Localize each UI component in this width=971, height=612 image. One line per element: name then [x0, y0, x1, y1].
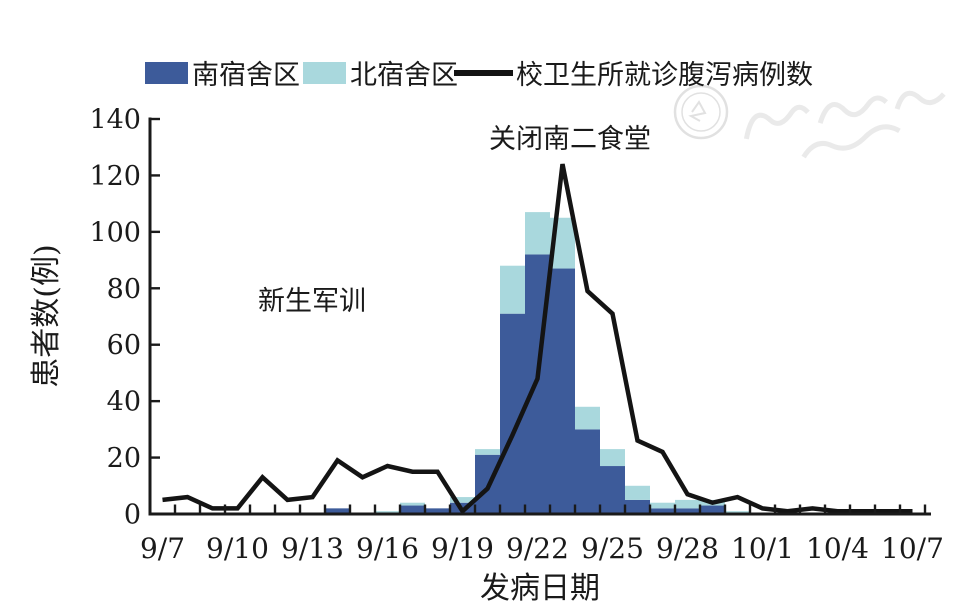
- x-tick-label-10/4: 10/4: [806, 532, 869, 565]
- bar-north-9/22: [525, 212, 550, 255]
- bar-south-9/25: [600, 466, 625, 514]
- x-tick-label-9/28: 9/28: [656, 532, 719, 565]
- annotation-canteen-closed: 关闭南二食堂: [489, 124, 651, 155]
- bar-north-9/24: [575, 406, 600, 430]
- y-tick-label-60: 60: [107, 330, 141, 361]
- bar-south-9/29: [700, 505, 725, 514]
- legend-label-north-dorm: 北宿舍区: [350, 60, 458, 91]
- legend-label-south-dorm: 南宿舍区: [192, 60, 300, 91]
- bar-south-9/14: [325, 508, 350, 514]
- axes: [148, 117, 931, 516]
- legend-label-clinic-line: 校卫生所就诊腹泻病例数: [516, 60, 813, 91]
- x-tick-label-9/22: 9/22: [506, 532, 569, 565]
- annotation-military-training: 新生军训: [258, 286, 366, 317]
- x-tick-label-9/7: 9/7: [140, 532, 185, 565]
- chart-legend: 南宿舍区 北宿舍区 校卫生所就诊腹泻病例数: [145, 60, 813, 91]
- legend-swatch-north-dorm: [303, 62, 346, 84]
- x-tick-label-10/1: 10/1: [731, 532, 794, 565]
- bar-south-9/18: [425, 508, 450, 514]
- bar-south-9/27: [650, 508, 675, 514]
- bar-north-9/17: [400, 502, 425, 506]
- plot-area: 9/7 9/10 9/13 9/16 9/19 9/22 9/25 9/28 10/1 10/4 1…: [89, 105, 943, 566]
- x-tick-label-9/19: 9/19: [431, 532, 494, 565]
- bar-south-9/24: [575, 429, 600, 514]
- bar-north-9/21: [500, 265, 525, 314]
- bar-north-9/26: [625, 485, 650, 500]
- bar-south-9/28: [675, 508, 700, 514]
- y-tick-label-80: 80: [107, 274, 141, 305]
- x-tick-label-9/13: 9/13: [281, 532, 344, 565]
- legend-swatch-south-dorm: [145, 62, 188, 84]
- bar-north-9/25: [600, 449, 625, 467]
- bar-south-9/23: [550, 268, 575, 514]
- bar-south-9/17: [400, 505, 425, 514]
- y-axis-title: 患者数(例): [29, 244, 64, 387]
- y-tick-label-120: 120: [89, 161, 141, 192]
- x-tick-label-10/7: 10/7: [881, 532, 944, 565]
- watermark-icon: [673, 84, 946, 159]
- y-tick-label-40: 40: [107, 387, 141, 418]
- bar-north-9/28: [675, 499, 700, 509]
- bar-south-9/26: [625, 499, 650, 514]
- bar-north-9/19: [450, 497, 475, 503]
- x-tick-label-9/25: 9/25: [581, 532, 644, 565]
- x-tick-label-9/16: 9/16: [356, 532, 419, 565]
- clinic-line: [162, 163, 913, 515]
- bar-north-9/20: [475, 449, 500, 455]
- y-tick-label-20: 20: [107, 443, 141, 474]
- x-axis-title: 发病日期: [480, 571, 600, 606]
- y-tick-label-0: 0: [124, 500, 141, 531]
- y-tick-label-140: 140: [89, 105, 141, 136]
- x-tick-label-9/10: 9/10: [206, 532, 269, 565]
- bar-north-9/27: [650, 502, 675, 509]
- y-tick-label-100: 100: [89, 217, 141, 248]
